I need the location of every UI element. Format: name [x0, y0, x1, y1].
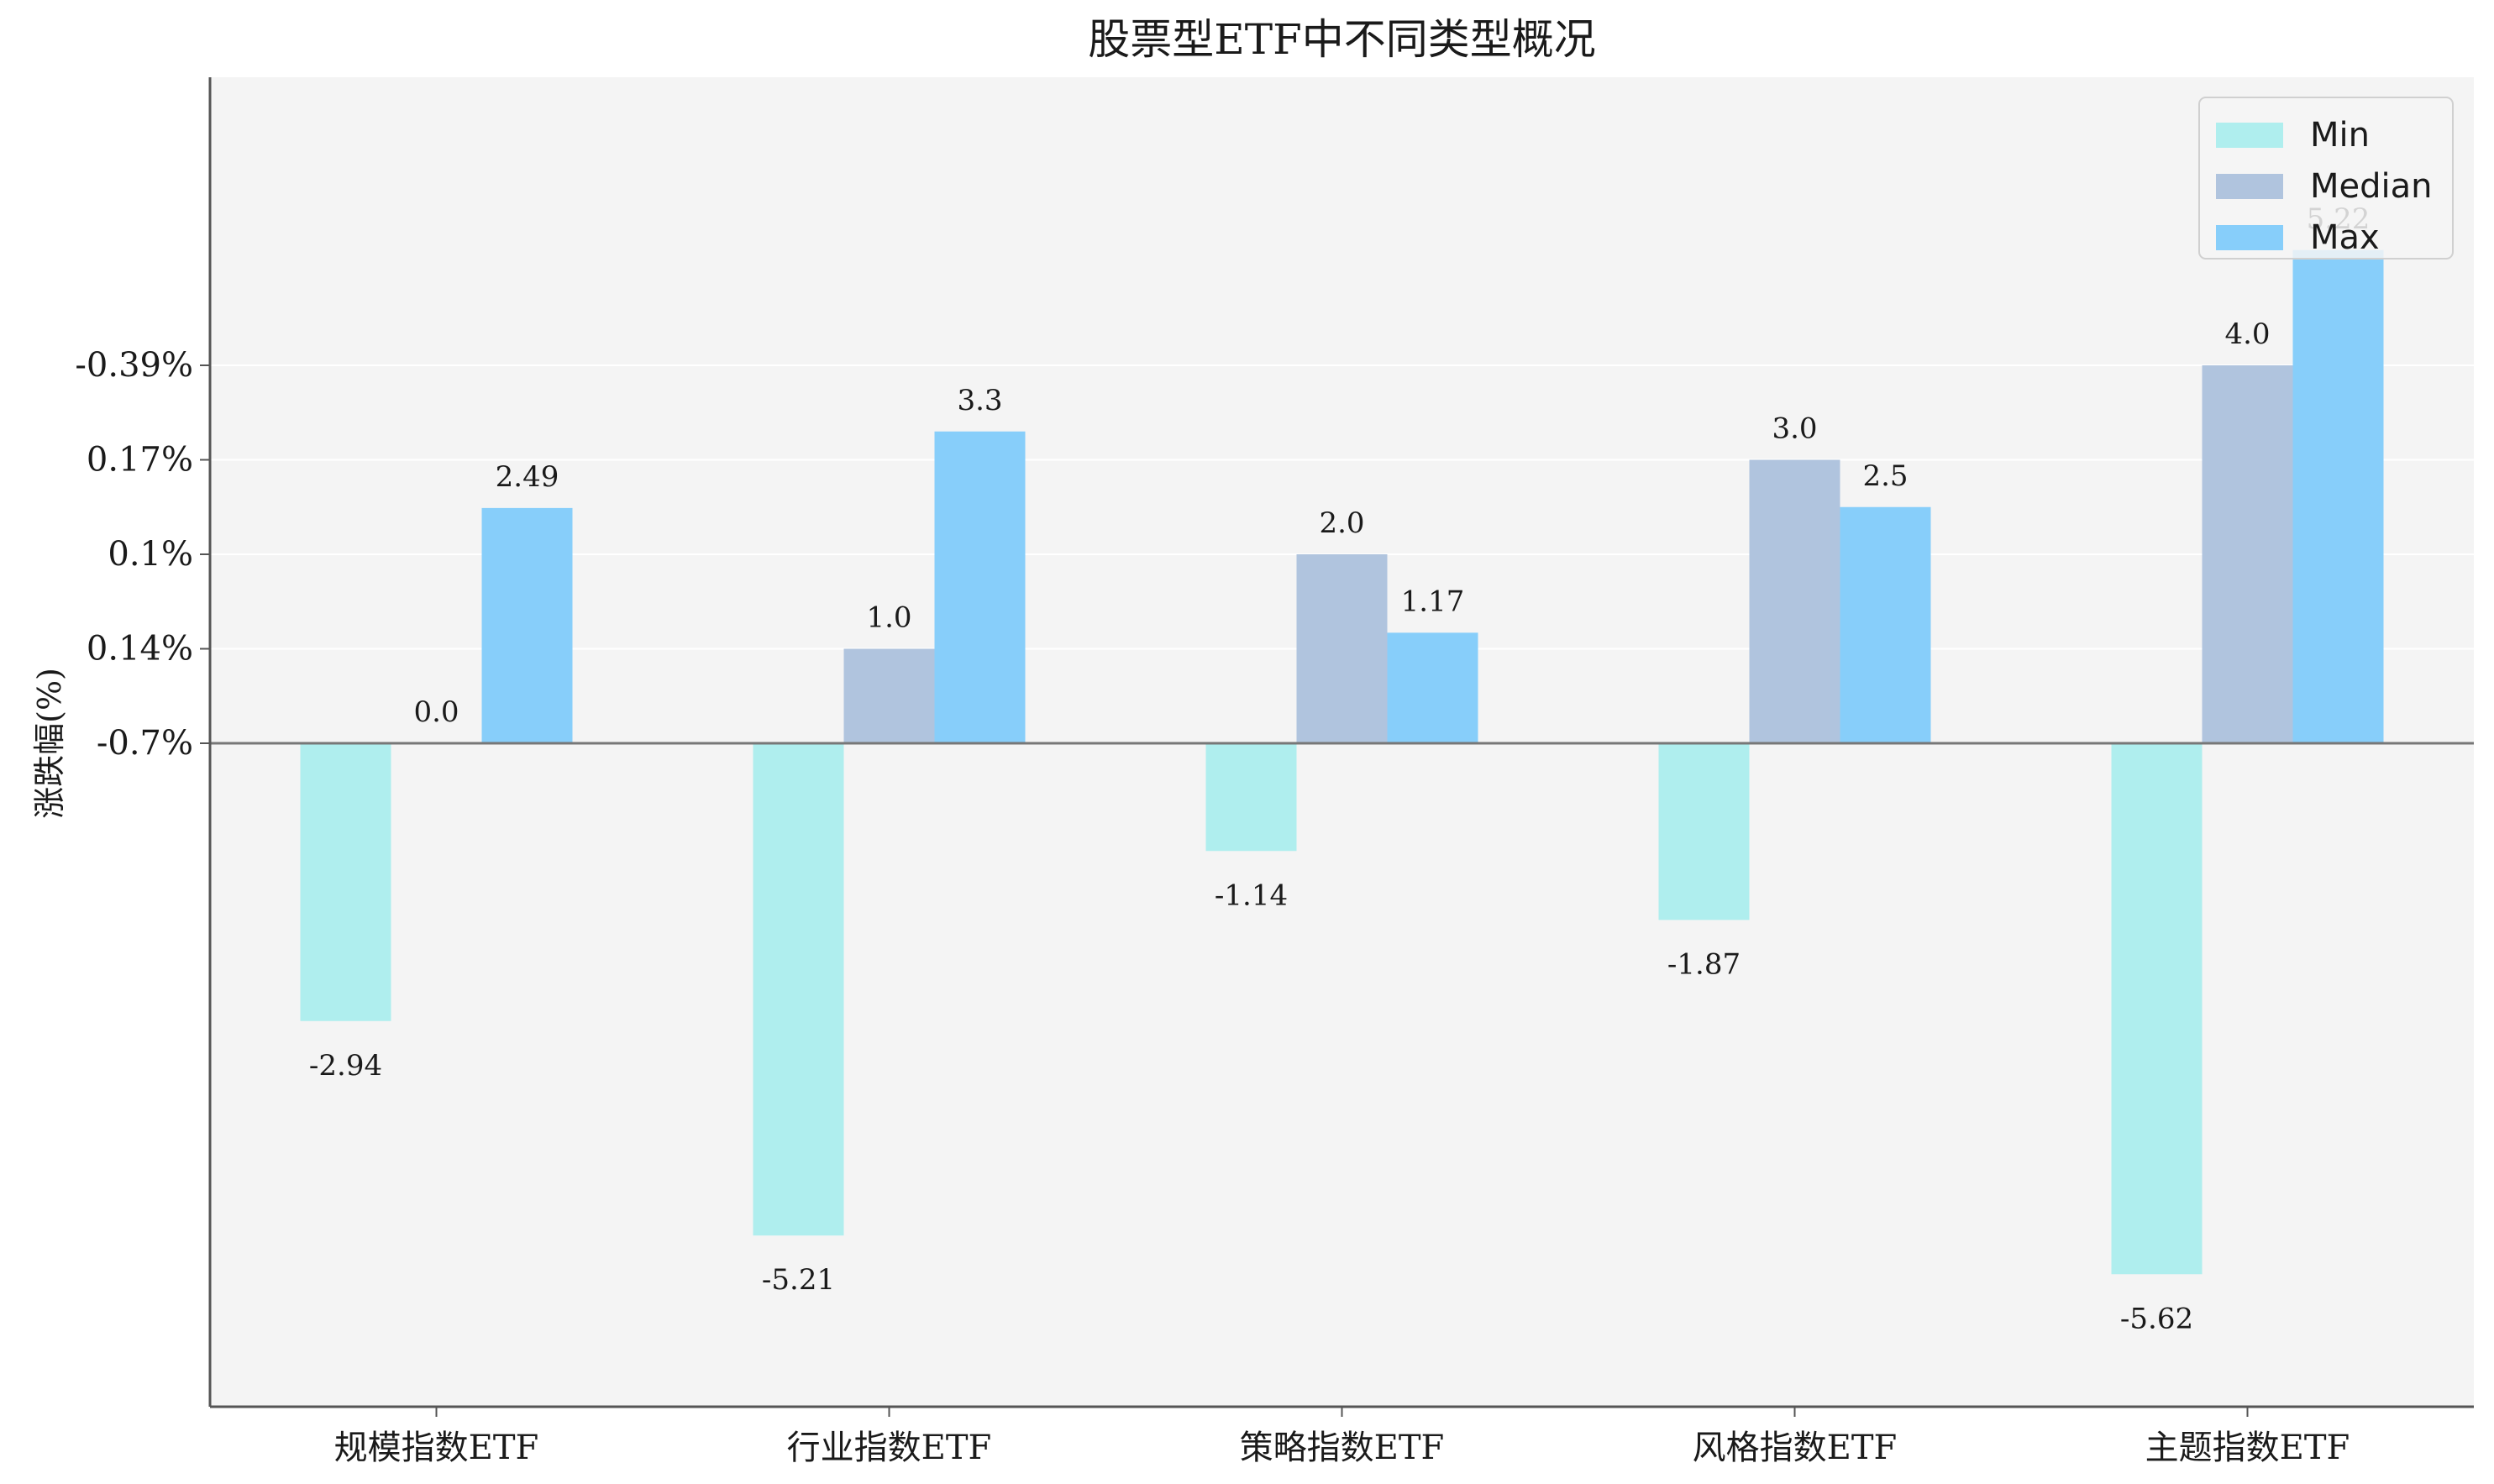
legend-swatch: [2216, 174, 2283, 199]
bar: [1296, 554, 1388, 743]
bar: [300, 743, 391, 1021]
bar: [481, 507, 573, 743]
data-label: -5.62: [2120, 1302, 2193, 1335]
bar: [934, 431, 1026, 743]
x-tick-label: 行业指数ETF: [787, 1429, 992, 1467]
bar: [1658, 743, 1750, 920]
x-tick-label: 策略指数ETF: [1240, 1429, 1445, 1467]
bar: [1840, 506, 1931, 743]
data-label: 1.0: [866, 601, 911, 635]
data-label: -5.21: [762, 1263, 835, 1297]
data-label: 3.0: [1772, 412, 1817, 446]
data-label: 0.0: [413, 695, 459, 729]
data-label: 2.0: [1319, 506, 1364, 540]
data-label: -1.14: [1215, 878, 1288, 912]
bar: [2111, 743, 2203, 1275]
x-tick-label: 规模指数ETF: [334, 1429, 539, 1467]
x-tick-label: 风格指数ETF: [1693, 1429, 1898, 1467]
y-tick-label: 0.17%: [87, 441, 193, 480]
data-label: 2.49: [496, 460, 559, 494]
bar: [843, 648, 935, 743]
data-label: -2.94: [309, 1049, 382, 1083]
bar: [2292, 249, 2384, 743]
bar: [1749, 459, 1840, 743]
data-label: -1.87: [1667, 947, 1741, 981]
bar: [1387, 632, 1478, 743]
legend-swatch: [2216, 123, 2283, 148]
y-tick-label: 0.14%: [87, 630, 193, 669]
chart-title: 股票型ETF中不同类型概况: [1088, 15, 1596, 64]
y-tick-label: -0.7%: [97, 724, 193, 763]
data-label: 2.5: [1862, 459, 1908, 493]
legend-label: Median: [2310, 167, 2433, 206]
bar: [1205, 743, 1297, 852]
y-axis-label: 涨跌幅(%): [31, 668, 68, 819]
y-tick-label: -0.39%: [75, 346, 193, 385]
bar: [753, 743, 844, 1236]
legend-label: Min: [2310, 116, 2370, 155]
x-tick-label: 主题指数ETF: [2145, 1429, 2350, 1467]
data-label: 4.0: [2224, 317, 2270, 351]
bar: [2202, 365, 2293, 743]
legend-swatch: [2216, 225, 2283, 250]
data-label: 1.17: [1401, 585, 1465, 618]
data-label: 3.3: [957, 384, 1002, 417]
legend-label: Max: [2310, 218, 2380, 257]
y-tick-label: 0.1%: [108, 535, 193, 574]
